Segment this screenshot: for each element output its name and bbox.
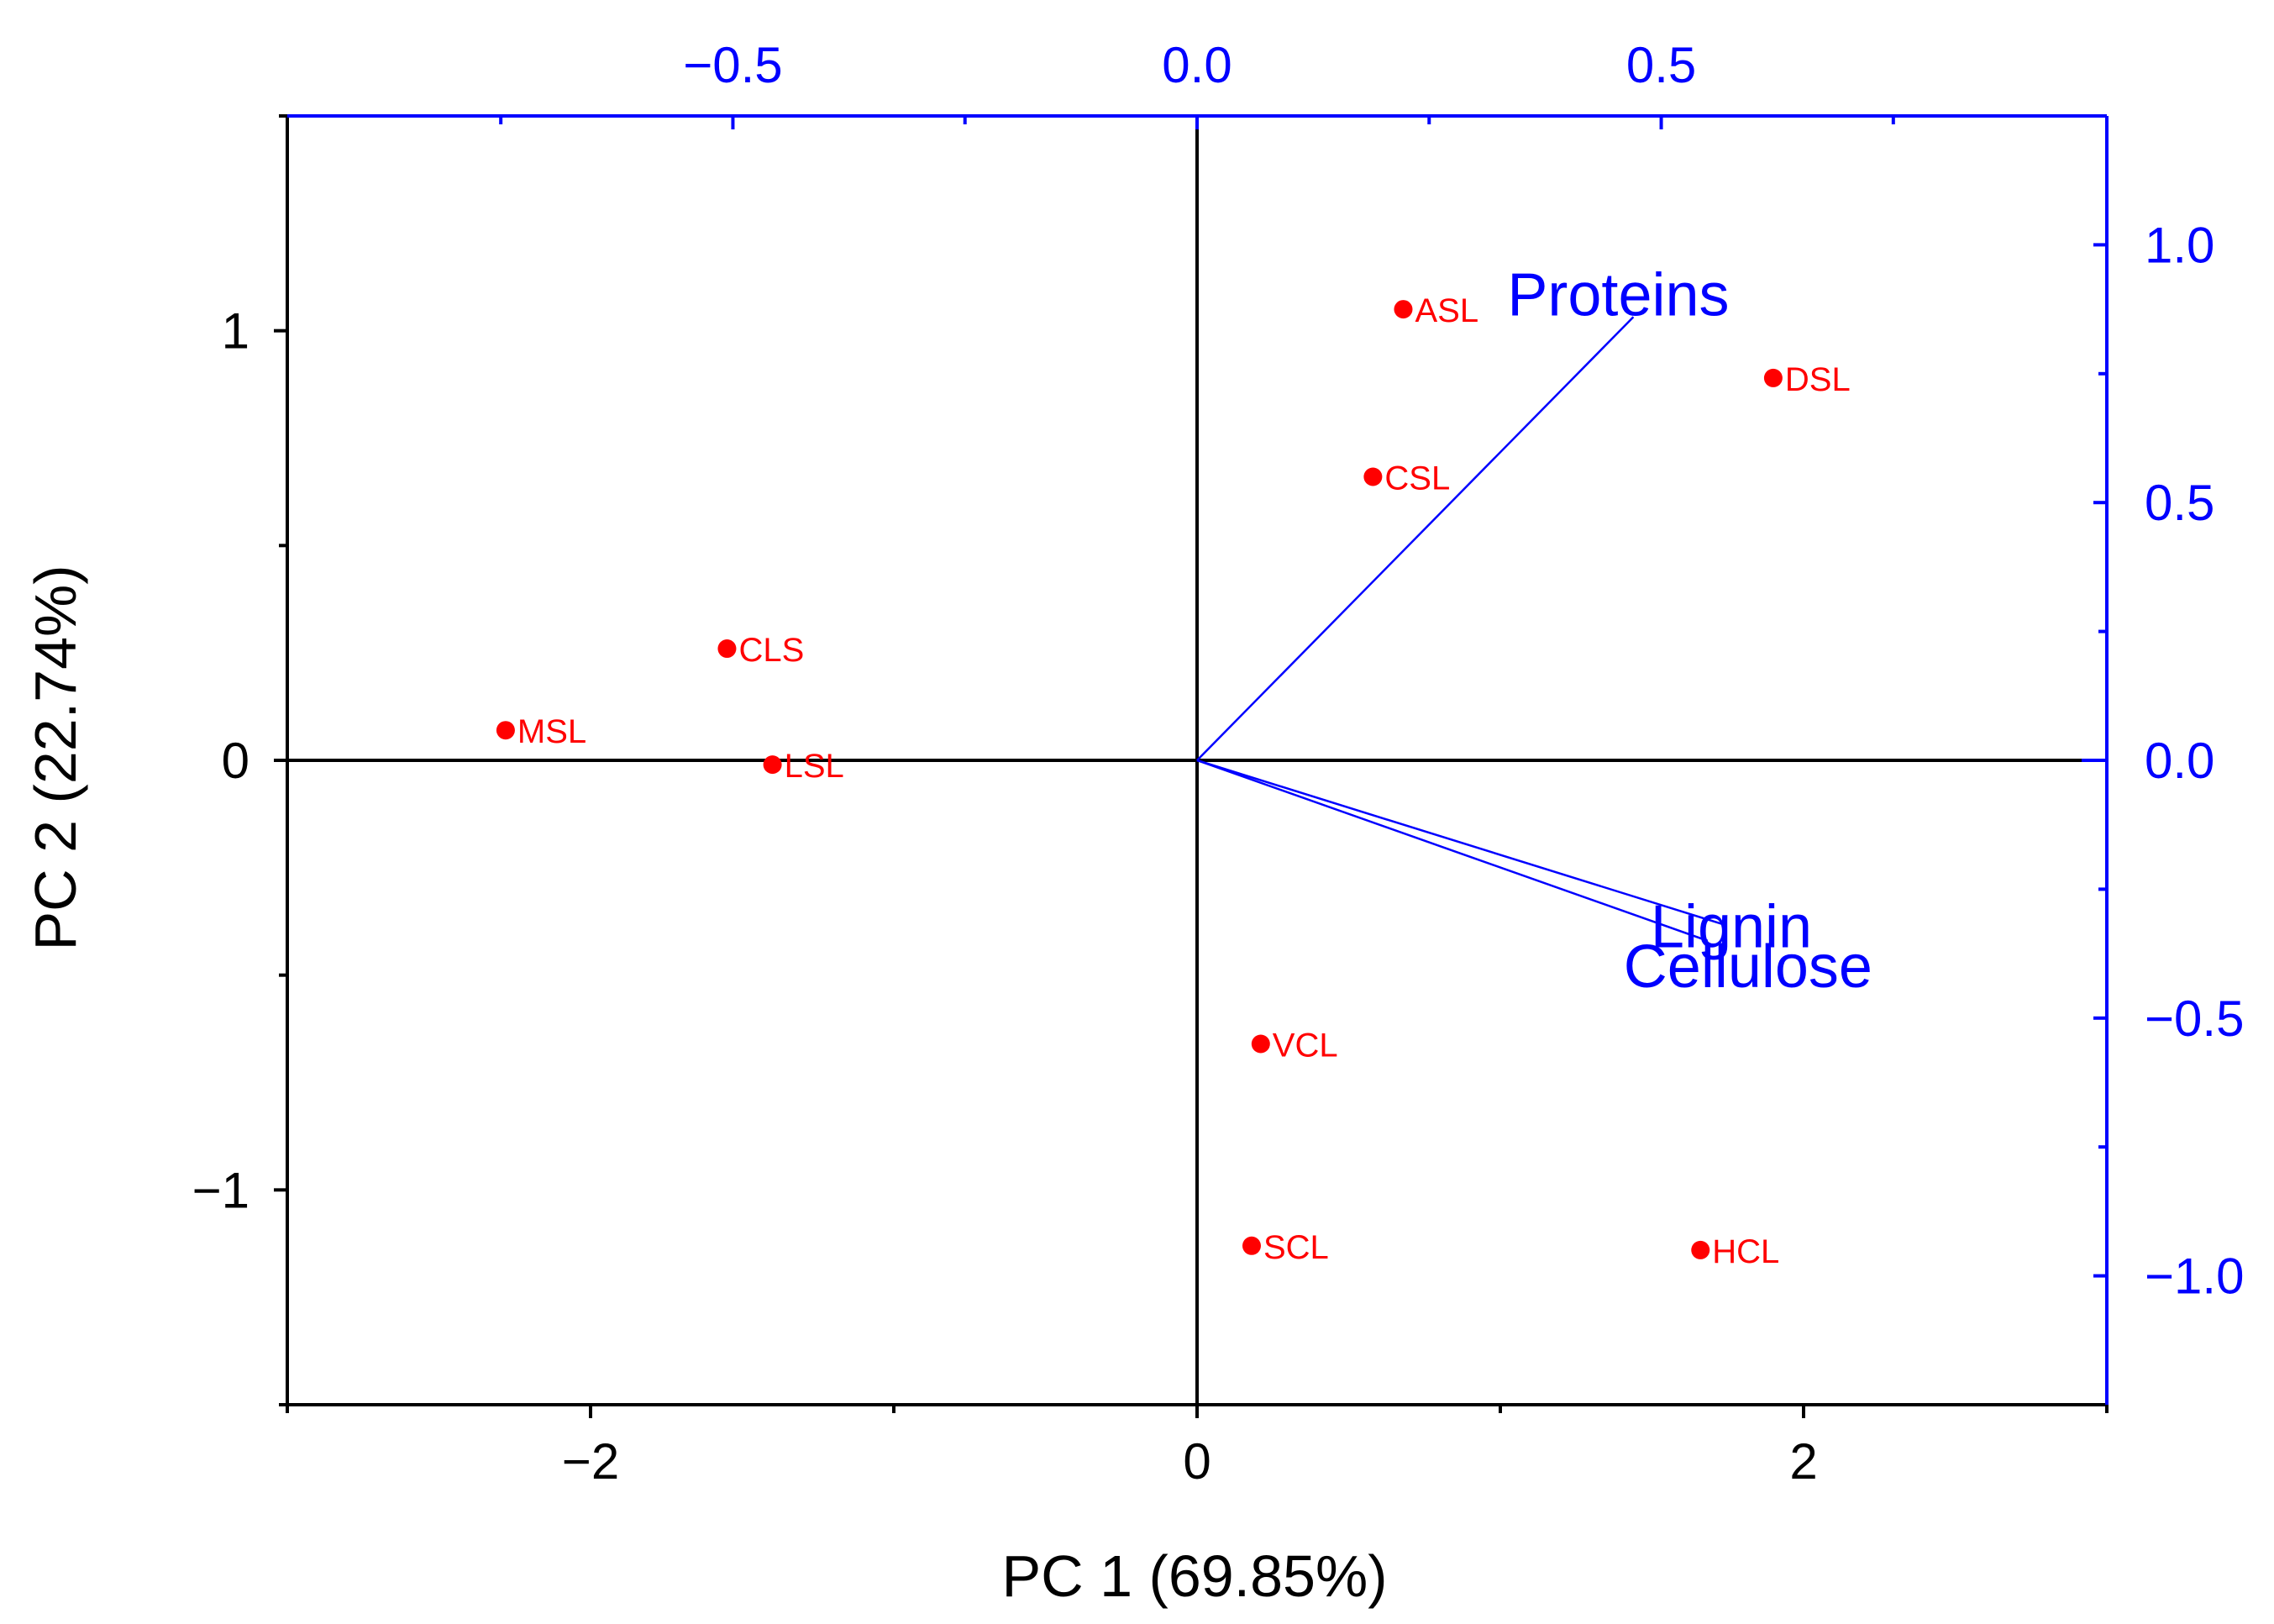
x-axis-title: PC 1 (69.85%) [1001, 1543, 1387, 1609]
score-label-csl: CSL [1384, 460, 1450, 497]
score-point-csl [1363, 468, 1382, 486]
x-tick-label: −2 [562, 1433, 619, 1490]
score-point-msl [496, 721, 515, 739]
score-label-dsl: DSL [1785, 361, 1851, 398]
top-tick-label: 0.0 [1162, 37, 1232, 93]
score-label-vcl: VCL [1273, 1027, 1338, 1064]
y-tick-label: 0 [222, 733, 249, 789]
score-point-vcl [1252, 1034, 1270, 1053]
top-tick-label: 0.5 [1626, 37, 1696, 93]
score-label-lsl: LSL [785, 748, 844, 785]
right-tick-label: −0.5 [2145, 991, 2244, 1047]
right-tick-label: −1.0 [2145, 1248, 2244, 1305]
score-label-hcl: HCL [1712, 1233, 1779, 1270]
score-points: ASL DSL CSL CLS MSL LSL VCL SCL HCL [496, 292, 1851, 1270]
loading-label-proteins: Proteins [1507, 261, 1729, 328]
score-point-lsl [764, 755, 782, 774]
score-label-scl: SCL [1263, 1229, 1329, 1266]
y-tick-label: −1 [192, 1162, 249, 1218]
y-axis-title: PC 2 (22.74%) [23, 565, 88, 950]
pca-biplot-chart: ProteinsLigninCellulose ASLDSLCSLCLSMSLL… [0, 0, 2274, 1624]
loading-vector-proteins [1197, 317, 1633, 760]
loading-label-cellulose: Cellulose [1624, 933, 1872, 1001]
score-label-msl: MSL [517, 713, 586, 750]
score-label-cls: CLS [738, 632, 804, 669]
score-point-hcl [1691, 1241, 1709, 1259]
right-tick-label: 0.0 [2145, 733, 2214, 789]
score-point-dsl [1764, 369, 1783, 387]
x-tick-label: 2 [1789, 1433, 1817, 1490]
axis-ticks: −2 0 2 −1 0 1 −0.5 0.0 0.5 1.0 0.5 0.0 −0.5 −1.0 [192, 37, 2245, 1490]
score-point-asl [1394, 300, 1412, 318]
loading-vector-cellulose [1197, 760, 1708, 941]
score-point-scl [1242, 1237, 1261, 1255]
score-point-cls [717, 639, 736, 658]
y-tick-label: 1 [222, 303, 249, 360]
top-tick-label: −0.5 [683, 37, 782, 93]
x-tick-label: 0 [1183, 1433, 1211, 1490]
right-tick-label: 0.5 [2145, 475, 2214, 531]
loading-vector-lignin [1197, 760, 1726, 925]
right-tick-label: 1.0 [2145, 217, 2214, 273]
score-label-asl: ASL [1415, 292, 1478, 329]
